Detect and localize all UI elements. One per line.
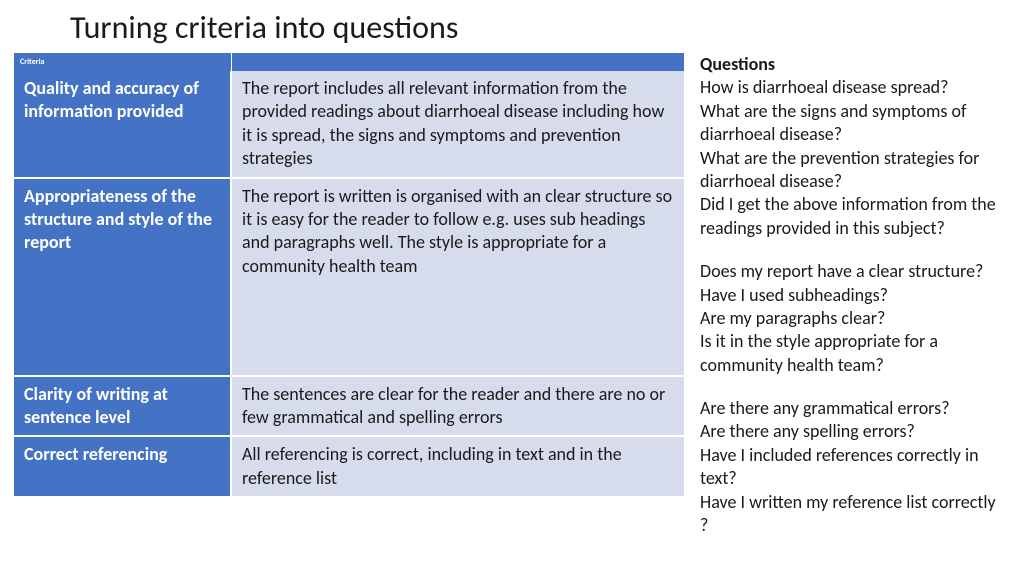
question-line: Are there any grammatical errors? [700,397,1006,420]
table-row: Correct referencing All referencing is c… [14,437,684,498]
question-block: Does my report have a clear structure? H… [700,260,1006,377]
criteria-cell: Appropriateness of the structure and sty… [14,179,232,375]
question-line: Are my paragraphs clear? [700,307,1006,330]
content-area: Criteria Quality and accuracy of informa… [14,53,1010,566]
table-row: Clarity of writing at sentence level The… [14,377,684,438]
criteria-cell: Clarity of writing at sentence level [14,377,232,436]
criteria-cell: Correct referencing [14,437,232,496]
description-cell: The report is written is organised with … [232,179,684,375]
description-cell: All referencing is correct, including in… [232,437,684,496]
question-line: Are there any spelling errors? [700,420,1006,443]
question-line: What are the prevention strategies for d… [700,147,1006,194]
table-row: Appropriateness of the structure and sty… [14,179,684,377]
questions-panel: Questions How is diarrhoeal disease spre… [696,53,1010,566]
slide: Turning criteria into questions Criteria… [0,0,1024,576]
question-line: Is it in the style appropriate for a com… [700,330,1006,377]
question-line: How is diarrhoeal disease spread? [700,76,1006,99]
question-line: Have I used subheadings? [700,284,1006,307]
criteria-cell: Quality and accuracy of information prov… [14,71,232,177]
question-line: Does my report have a clear structure? [700,260,1006,283]
questions-heading: Questions [700,53,1006,76]
table-header-criteria: Criteria [14,53,232,71]
question-block: How is diarrhoeal disease spread? What a… [700,76,1006,240]
criteria-table: Criteria Quality and accuracy of informa… [14,53,684,566]
table-row: Quality and accuracy of information prov… [14,71,684,179]
question-line: Have I included references correctly in … [700,444,1006,491]
question-line: Have I written my reference list correct… [700,491,1006,538]
question-line: What are the signs and symptoms of diarr… [700,100,1006,147]
slide-title: Turning criteria into questions [70,8,1010,47]
description-cell: The sentences are clear for the reader a… [232,377,684,436]
table-header-row: Criteria [14,53,684,71]
description-cell: The report includes all relevant informa… [232,71,684,177]
table-header-blank [232,53,684,71]
question-block: Are there any grammatical errors? Are th… [700,397,1006,537]
question-line: Did I get the above information from the… [700,193,1006,240]
